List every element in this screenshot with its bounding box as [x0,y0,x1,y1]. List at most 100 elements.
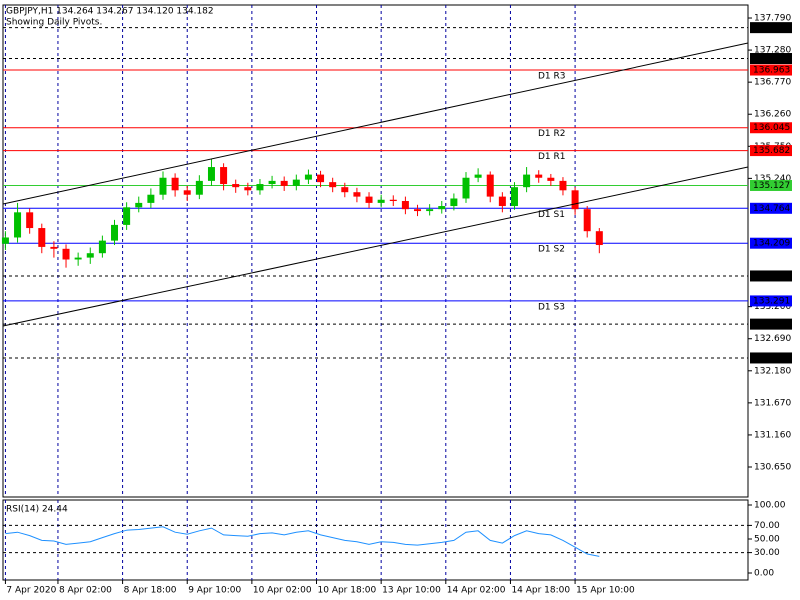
candle-body [329,182,337,188]
candle-body [414,209,422,212]
y-tick-label: 136.770 [754,78,791,88]
candle-body [220,167,228,185]
main-panel [2,4,749,498]
chart-title: GBPJPY,H1 134.264 134.267 134.120 134.18… [6,7,214,17]
x-tick-label: 10 Apr 18:00 [318,586,377,596]
price-box-label: 132.384 [753,353,790,363]
candle-body [535,174,543,178]
candle-body [353,192,361,197]
x-tick-label: 14 Apr 18:00 [511,586,570,596]
candle-body [317,174,325,183]
y-tick-label: 135.240 [754,174,791,184]
price-box-label: 136.963 [753,66,790,76]
price-box-label: 133.291 [753,296,790,306]
candle-body [365,196,373,203]
candle-body [14,212,22,238]
candle-body [474,174,482,178]
candle-body [498,196,506,207]
level-name: D1 R1 [538,152,566,162]
y-tick-label: 136.260 [754,110,791,120]
price-box [750,202,792,214]
y-tick-label: 131.670 [754,398,791,408]
price-box-label: 133.688 [753,271,790,281]
price-box [750,318,792,330]
candle-body [50,246,58,249]
rsi-panel [2,499,749,581]
price-box [750,352,792,364]
candle-body [559,180,567,191]
price-box [750,145,792,157]
candle-body [135,202,143,208]
price-box-label: 136.045 [753,123,790,133]
candle-body [86,253,94,258]
y-tick-label: 100.00 [754,500,786,510]
x-tick-label: 15 Apr 10:00 [576,586,635,596]
y-tick-label: 70.00 [754,521,780,531]
candle-body [462,177,470,199]
rsi-line [5,526,600,557]
candle-body [195,180,203,195]
price-box [750,270,792,282]
candle-body [438,206,446,210]
y-tick-label: 130.650 [754,463,791,473]
x-tick-label: 9 Apr 10:00 [188,586,241,596]
price-box-label: 135.127 [753,181,790,191]
candle-body [523,174,531,188]
y-tick-label: 30.00 [754,548,780,558]
candle-body [232,184,240,188]
plot-layer: 7 Apr 2020 8 Apr 02:00 8 Apr 18:00 9 Apr 10… [1,5,792,596]
chart-subtitle: Showing Daily Pivots. [6,18,102,28]
price-box [750,53,792,65]
channel-upper [2,42,749,205]
candle-body [26,212,34,229]
candle-body [123,207,131,225]
candle-body [280,180,288,186]
candle-body [486,174,494,197]
price-box-label: 135.682 [753,146,790,156]
candle-body [450,198,458,207]
x-tick-label: 14 Apr 02:00 [447,586,506,596]
x-tick-label: 8 Apr 18:00 [124,586,177,596]
channel-lower [2,166,749,327]
price-box [750,64,792,76]
x-tick-label: 13 Apr 10:00 [382,586,441,596]
price-box [750,237,792,249]
rsi-title: RSI(14) 24.44 [6,505,68,515]
price-box-label: 137.146 [753,54,790,64]
candle-body [304,174,312,180]
price-box [750,122,792,134]
candle-body [244,187,252,191]
candle-body [147,194,155,203]
y-tick-label: 132.180 [754,366,791,376]
candle-body [583,209,591,232]
candle-body [341,187,349,193]
candle-body [256,184,264,191]
candle-body [571,190,579,210]
candle-body [292,179,300,186]
candle-body [74,257,82,260]
candle-body [38,228,46,247]
x-tick-label: 7 Apr 2020 [6,586,56,596]
candle-body [595,231,603,246]
candle-body [62,248,70,260]
candle-body [1,237,9,244]
candle-body [183,190,191,195]
price-box-label: 134.209 [753,239,790,249]
y-tick-label: 131.160 [754,430,791,440]
level-name: D1 R3 [538,72,566,82]
y-tick-label: 0.00 [754,569,774,579]
level-name: D1 S2 [538,245,565,255]
candle-body [547,177,555,181]
candle-body [389,199,397,202]
level-name: D1 S3 [538,302,565,312]
candle-body [207,167,215,181]
price-box-label: 132.922 [753,320,790,330]
candle-body [401,201,409,210]
x-tick-label: 10 Apr 02:00 [253,586,312,596]
price-box [750,295,792,307]
candle-body [377,199,385,203]
candle-body [268,180,276,185]
y-tick-label: 137.790 [754,14,791,24]
